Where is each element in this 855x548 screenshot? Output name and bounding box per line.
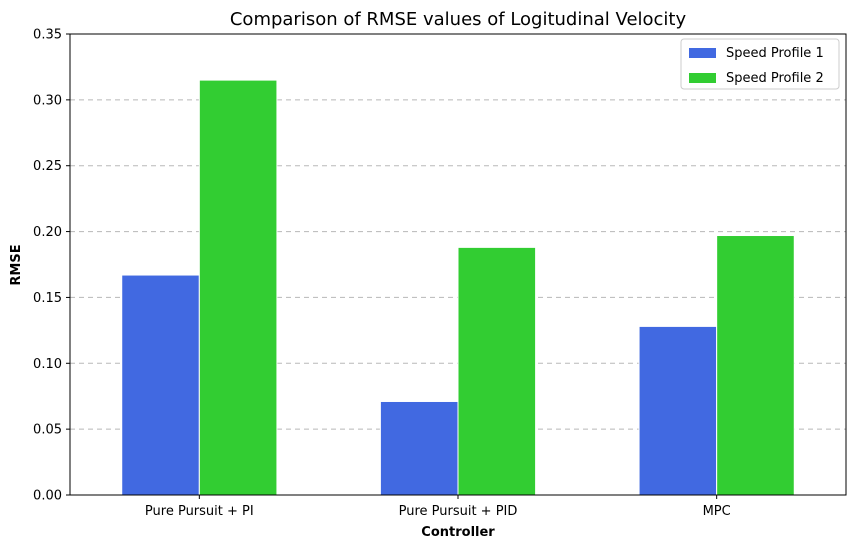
y-tick-label: 0.30 — [33, 93, 62, 108]
x-tick-label: Pure Pursuit + PID — [399, 504, 518, 519]
legend-label-1: Speed Profile 1 — [726, 46, 824, 61]
chart-title: Comparison of RMSE values of Logitudinal… — [230, 9, 687, 30]
y-tick-label: 0.15 — [33, 291, 62, 306]
legend-swatch-1 — [689, 48, 716, 58]
bar-2-2 — [457, 246, 537, 496]
x-axis-title: Controller — [421, 525, 495, 540]
y-tick-label: 0.25 — [33, 159, 62, 174]
legend-swatch-2 — [689, 73, 716, 83]
bar-1-1 — [121, 274, 200, 496]
bar-1-2 — [379, 400, 459, 496]
legend-box — [680, 38, 840, 90]
bar-2-1 — [198, 79, 278, 496]
y-tick-label: 0.00 — [33, 489, 62, 504]
y-tick-label: 0.20 — [33, 225, 62, 240]
x-tick-label: MPC — [703, 504, 731, 519]
bars — [121, 79, 795, 496]
legend: Speed Profile 1 Speed Profile 2 — [680, 38, 840, 90]
bar-1-3 — [638, 325, 718, 496]
y-axis-title: RMSE — [9, 244, 24, 285]
legend-label-2: Speed Profile 2 — [726, 71, 824, 86]
x-axis-ticks: Pure Pursuit + PI Pure Pursuit + PID MPC — [145, 495, 731, 519]
y-axis-ticks: 0.00 0.05 0.10 0.15 0.20 0.25 0.30 0.35 — [33, 28, 70, 504]
y-tick-label: 0.10 — [33, 357, 62, 372]
y-tick-label: 0.35 — [33, 28, 62, 43]
bar-2-3 — [716, 235, 795, 496]
x-tick-label: Pure Pursuit + PI — [145, 504, 254, 519]
y-tick-label: 0.05 — [33, 423, 62, 438]
